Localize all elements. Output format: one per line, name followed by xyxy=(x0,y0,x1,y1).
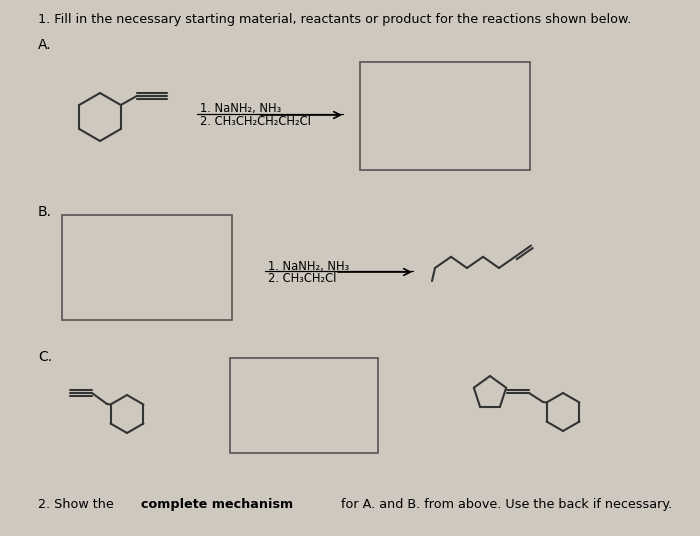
Text: 2. Show the: 2. Show the xyxy=(38,498,118,511)
Text: complete mechanism: complete mechanism xyxy=(141,498,293,511)
Text: 2. CH₃CH₂Cl: 2. CH₃CH₂Cl xyxy=(268,272,337,285)
Text: A.: A. xyxy=(38,38,52,52)
Bar xyxy=(360,62,530,170)
Text: for A. and B. from above. Use the back if necessary.: for A. and B. from above. Use the back i… xyxy=(337,498,672,511)
Text: 1. Fill in the necessary starting material, reactants or product for the reactio: 1. Fill in the necessary starting materi… xyxy=(38,13,631,26)
Bar xyxy=(62,215,232,320)
Bar xyxy=(230,358,378,453)
Text: 2. CH₃CH₂CH₂CH₂Cl: 2. CH₃CH₂CH₂CH₂Cl xyxy=(200,115,311,128)
Text: C.: C. xyxy=(38,350,52,364)
Text: B.: B. xyxy=(38,205,52,219)
Text: 1. NaNH₂, NH₃: 1. NaNH₂, NH₃ xyxy=(200,102,281,115)
Text: 1. NaNH₂, NH₃: 1. NaNH₂, NH₃ xyxy=(268,260,349,273)
